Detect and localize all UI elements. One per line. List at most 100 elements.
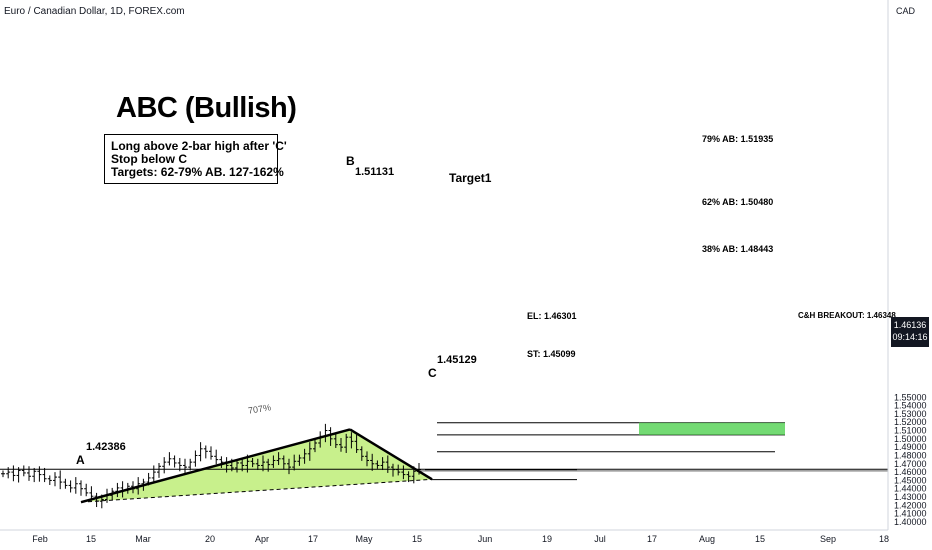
candle bbox=[349, 432, 354, 449]
y-tick-label: 1.52000 bbox=[894, 417, 927, 427]
point-b-letter: B bbox=[346, 154, 355, 168]
candle bbox=[32, 467, 37, 483]
x-tick-label: 18 bbox=[879, 534, 889, 544]
y-tick-label: 1.46000 bbox=[894, 467, 927, 477]
candle bbox=[401, 465, 406, 480]
y-tick-label: 1.55000 bbox=[894, 392, 927, 402]
last-price: 1.46136 bbox=[893, 320, 927, 330]
candle bbox=[333, 433, 338, 448]
candle bbox=[151, 465, 156, 483]
bar-countdown: 09:14:16 bbox=[892, 332, 928, 342]
point-a-letter: A bbox=[76, 453, 85, 467]
a-to-b-leg bbox=[80, 428, 351, 504]
candle bbox=[302, 448, 307, 464]
candle bbox=[21, 465, 26, 477]
candle bbox=[328, 427, 333, 446]
candle bbox=[37, 466, 42, 482]
x-tick-label: 17 bbox=[647, 534, 657, 544]
candle bbox=[47, 475, 52, 485]
y-tick-label: 1.50000 bbox=[894, 434, 927, 444]
note-entry: Long above 2-bar high after 'C' bbox=[111, 139, 287, 153]
candle bbox=[271, 455, 276, 468]
y-tick-label: 1.48000 bbox=[894, 450, 927, 460]
price-axis: 1.550001.540001.530001.520001.510001.500… bbox=[887, 0, 927, 530]
candle bbox=[1, 470, 5, 478]
candle bbox=[27, 466, 31, 481]
x-tick-label: 15 bbox=[86, 534, 96, 544]
candle bbox=[162, 457, 167, 474]
level-st-label: ST: 1.45099 bbox=[527, 349, 576, 359]
candle bbox=[406, 471, 411, 483]
x-tick-label: Mar bbox=[135, 534, 151, 544]
candle bbox=[188, 458, 193, 471]
candle bbox=[359, 446, 364, 461]
x-tick-label: Jun bbox=[478, 534, 493, 544]
candle bbox=[339, 438, 343, 452]
candle bbox=[287, 458, 291, 475]
candle bbox=[370, 453, 375, 471]
candle bbox=[281, 455, 286, 470]
candle bbox=[276, 452, 281, 466]
candle bbox=[250, 457, 255, 468]
candle bbox=[53, 472, 57, 487]
point-a-price: 1.42386 bbox=[86, 441, 126, 453]
candle bbox=[58, 470, 63, 490]
time-axis: Feb 15 Mar 20 Apr 17 May 15 Jun 19 Jul 17 Aug 15 Sep 18 bbox=[0, 529, 889, 544]
last-price-badge: 1.46136 09:14:16 bbox=[891, 317, 929, 347]
level-79-label: 79% AB: 1.51935 bbox=[702, 134, 774, 144]
candle bbox=[297, 454, 302, 466]
y-tick-label: 1.51000 bbox=[894, 426, 927, 436]
y-tick-label: 1.40000 bbox=[894, 517, 927, 527]
y-tick-label: 1.53000 bbox=[894, 409, 927, 419]
x-tick-label: 15 bbox=[412, 534, 422, 544]
a-to-c-dashed-line bbox=[80, 478, 433, 503]
target-zone bbox=[639, 422, 785, 435]
x-tick-label: 15 bbox=[755, 534, 765, 544]
breakout-label: C&H BREAKOUT: 1.46348 bbox=[798, 311, 896, 320]
y-tick-label: 1.45000 bbox=[894, 475, 927, 485]
point-c-price: 1.45129 bbox=[437, 354, 477, 366]
candle bbox=[307, 442, 312, 461]
candle bbox=[375, 460, 380, 469]
candle bbox=[198, 442, 203, 462]
y-tick-label: 1.44000 bbox=[894, 484, 927, 494]
candle bbox=[203, 445, 208, 459]
x-tick-label: 17 bbox=[308, 534, 318, 544]
level-38-label: 38% AB: 1.48443 bbox=[702, 244, 774, 254]
y-tick-label: 1.42000 bbox=[894, 500, 927, 510]
point-b-price: 1.51131 bbox=[355, 166, 395, 178]
pattern-notes-box: Long above 2-bar high after 'C' Stop bel… bbox=[104, 134, 287, 184]
x-tick-label: 19 bbox=[542, 534, 552, 544]
candle bbox=[385, 455, 390, 473]
candle bbox=[380, 457, 385, 471]
currency-label: CAD bbox=[896, 6, 916, 16]
candle bbox=[84, 483, 89, 497]
candle bbox=[313, 439, 317, 453]
x-tick-label: Sep bbox=[820, 534, 836, 544]
target1-label: Target1 bbox=[449, 171, 492, 185]
level-el-label: EL: 1.46301 bbox=[527, 311, 577, 321]
candle bbox=[94, 492, 99, 508]
candle bbox=[214, 449, 219, 465]
candle bbox=[365, 451, 369, 467]
candle bbox=[79, 480, 83, 496]
candle bbox=[73, 477, 78, 494]
x-tick-label: Jul bbox=[594, 534, 606, 544]
x-tick-label: Apr bbox=[255, 534, 269, 544]
y-tick-label: 1.54000 bbox=[894, 401, 927, 411]
y-tick-label: 1.41000 bbox=[894, 509, 927, 519]
note-targets: Targets: 62-79% AB. 127-162% bbox=[111, 165, 284, 179]
y-tick-label: 1.49000 bbox=[894, 442, 927, 452]
candle bbox=[172, 455, 177, 468]
level-62-label: 62% AB: 1.50480 bbox=[702, 197, 774, 207]
candle bbox=[193, 450, 198, 467]
candle bbox=[68, 480, 73, 493]
candle bbox=[63, 478, 68, 489]
candle bbox=[157, 462, 161, 478]
candle bbox=[235, 459, 239, 473]
candle bbox=[183, 458, 187, 475]
candle bbox=[209, 446, 213, 460]
candle bbox=[261, 455, 265, 472]
b-to-c-leg bbox=[349, 428, 433, 481]
